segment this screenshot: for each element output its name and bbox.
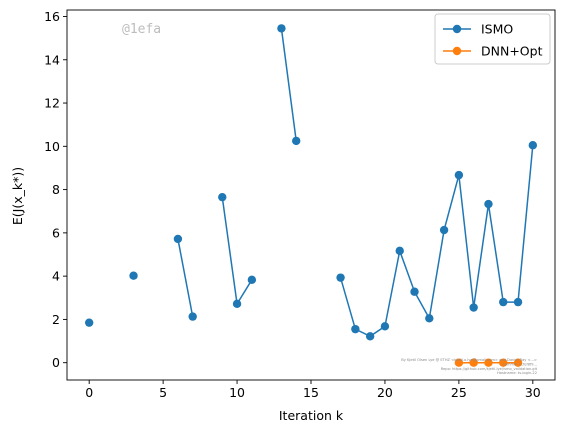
- data-point-ismo: [395, 246, 404, 256]
- data-point-ismo: [528, 141, 538, 150]
- fine-print-line: Commit: 1cfef8f9...: [502, 362, 537, 366]
- y-tick-label: 12: [44, 96, 60, 111]
- legend-marker-dnn-opt: [452, 46, 462, 56]
- legend: ISMO DNN+Opt: [434, 13, 551, 65]
- data-point-ismo: [232, 299, 242, 309]
- fine-print: By Kjetil Olsen Lye @ ETHZ <kjetil.o.lye…: [401, 358, 537, 375]
- data-point-ismo: [351, 324, 360, 334]
- series-layer: [84, 24, 538, 367]
- x-tick-label: 20: [377, 385, 393, 400]
- watermark: @1efa: [122, 22, 161, 37]
- fine-print-line: Repo: https://github.com/kjetil-lye/ismo…: [441, 367, 538, 371]
- data-point-ismo: [410, 287, 419, 296]
- data-point-ismo: [247, 275, 257, 285]
- x-tick-label: 25: [451, 385, 467, 400]
- series-line-ismo: [177, 238, 194, 317]
- legend-label-dnn-opt: DNN+Opt: [481, 44, 543, 59]
- x-tick-label: 5: [159, 385, 167, 400]
- y-tick-label: 6: [52, 225, 60, 240]
- data-point-ismo: [439, 225, 449, 235]
- x-tick-label: 10: [229, 385, 245, 400]
- data-point-ismo: [188, 312, 197, 321]
- data-point-ismo: [425, 314, 434, 323]
- y-tick-label: 0: [52, 355, 60, 370]
- data-point-ismo: [365, 332, 375, 341]
- y-tick-label: 14: [44, 52, 60, 67]
- data-point-ismo: [173, 234, 183, 244]
- data-point-ismo: [513, 297, 523, 307]
- y-axis-label: E(J(x_k*)): [10, 167, 25, 225]
- x-tick-label: 30: [525, 385, 541, 400]
- data-point-ismo: [484, 199, 493, 209]
- data-point-dnn-opt: [454, 358, 464, 367]
- data-point-ismo: [277, 24, 286, 33]
- x-axis-label: Iteration k: [279, 408, 344, 423]
- series-line-ismo: [280, 28, 297, 142]
- series-ismo: [84, 24, 538, 341]
- y-tick-label: 4: [52, 269, 60, 284]
- data-point-ismo: [454, 170, 464, 180]
- data-point-dnn-opt: [513, 358, 523, 367]
- data-point-ismo: [84, 318, 94, 327]
- data-point-ismo: [380, 322, 390, 331]
- data-point-ismo: [218, 192, 227, 202]
- axis-ticks: 0 5 10 15 20 25 30 0 2 4 6 8 10 12 14 16: [44, 9, 541, 400]
- fine-print-line: By Kjetil Olsen Lye @ ETHZ <kjetil.o.lye…: [401, 358, 537, 362]
- y-tick-label: 8: [52, 182, 60, 197]
- legend-label-ismo: ISMO: [481, 22, 513, 37]
- data-point-ismo: [292, 136, 301, 146]
- data-point-ismo: [469, 303, 478, 312]
- y-tick-label: 10: [44, 139, 60, 154]
- plot-area: [66, 9, 556, 381]
- x-tick-label: 15: [303, 385, 319, 400]
- series-dnn-opt: [454, 358, 523, 367]
- data-point-dnn-opt: [469, 358, 478, 367]
- y-tick-label: 16: [44, 9, 60, 24]
- data-point-dnn-opt: [484, 358, 493, 367]
- fine-print-line: Hostname: ts-login-22: [497, 371, 537, 375]
- data-point-ismo: [129, 271, 138, 280]
- legend-marker-ismo: [452, 24, 462, 34]
- x-tick-label: 0: [85, 385, 93, 400]
- data-point-ismo: [499, 297, 508, 307]
- data-point-ismo: [336, 273, 345, 282]
- data-point-dnn-opt: [499, 358, 508, 367]
- y-tick-label: 2: [52, 312, 60, 327]
